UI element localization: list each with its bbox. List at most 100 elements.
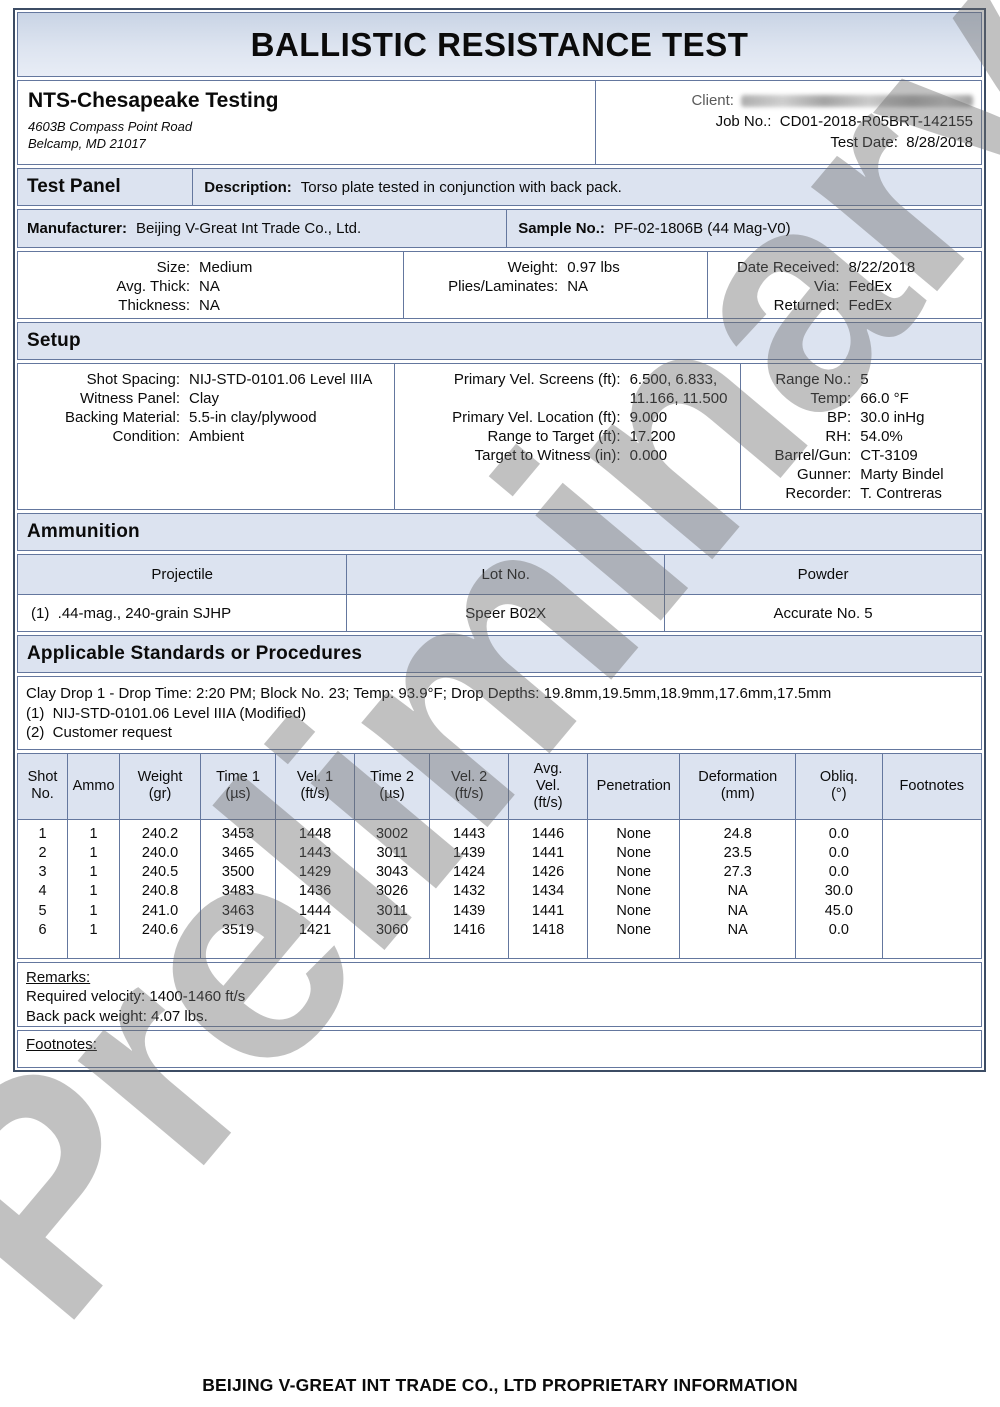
shots-cell: 1416	[452, 921, 486, 938]
shots-cell: 24.8	[723, 825, 752, 842]
shots-cell: 1441	[531, 902, 565, 919]
thickness-label: Thickness:	[118, 297, 190, 314]
powder-value: Accurate No. 5	[773, 604, 873, 622]
temp-value: 66.0 °F	[860, 390, 909, 407]
vel-location-label: Primary Vel. Location (ft):	[452, 409, 621, 426]
shots-cell: 1424	[452, 864, 486, 881]
shots-cell: 1439	[452, 844, 486, 861]
client-value-redacted	[740, 95, 973, 108]
temp-label: Temp:	[810, 390, 852, 407]
shots-column: Obliq. (°) 0.0 0.0 0.0 30.0 45.0 0.0	[796, 753, 883, 958]
shots-column-header: Time 1 (µs)	[200, 753, 276, 820]
shots-cell: 1441	[531, 844, 565, 861]
client-label: Client:	[691, 92, 734, 109]
shots-column-values	[883, 820, 981, 942]
ammunition-data-row: (1) .44-mag., 240-grain SJHP Speer B02X …	[18, 595, 981, 631]
range-no-label: Range No.:	[775, 371, 852, 388]
witness-panel-label: Witness Panel:	[79, 390, 180, 407]
gunner-value: Marty Bindel	[860, 466, 944, 483]
rh-value: 54.0%	[860, 428, 903, 445]
setup-col2: Primary Vel. Screens (ft): 6.500, 6.833, …	[393, 364, 741, 509]
lab-address-line1: 4603B Compass Point Road	[28, 119, 193, 134]
shots-cell: 3060	[375, 921, 409, 938]
shots-cell: None	[616, 825, 652, 842]
shots-cell: 240.0	[141, 844, 179, 861]
barrel-gun-label: Barrel/Gun:	[774, 447, 852, 464]
test-date-value: 8/28/2018	[906, 134, 973, 151]
manufacturer-value: Beijing V-Great Int Trade Co., Ltd.	[136, 220, 362, 237]
manufacturer-cell: Manufacturer: Beijing V-Great Int Trade …	[18, 210, 508, 247]
shots-cell: 0.0	[828, 825, 849, 842]
recorder-value: T. Contreras	[860, 485, 942, 502]
shots-cell: 1418	[531, 921, 565, 938]
footnotes-block: Footnotes:	[17, 1029, 982, 1068]
weight-label: Weight:	[507, 259, 559, 276]
shots-cell: 1434	[531, 883, 565, 900]
shots-column-header: Vel. 2 (ft/s)	[430, 753, 509, 820]
panel-info-row: Size: Medium Avg. Thick: NA Thickness: NA W…	[17, 251, 982, 319]
footer-proprietary-notice: BEIJING V-GREAT INT TRADE CO., LTD PROPR…	[202, 1375, 798, 1395]
shots-cell	[883, 883, 981, 902]
shots-column-header: Vel. 1 (ft/s)	[276, 753, 355, 820]
remarks-line: Required velocity: 1400-1460 ft/s	[26, 988, 246, 1005]
plies-value: NA	[567, 278, 589, 295]
ammunition-header-row: Projectile Lot No. Powder	[18, 555, 981, 595]
backing-material-label: Backing Material:	[64, 409, 180, 426]
condition-label: Condition:	[112, 428, 180, 445]
setup-content: Shot Spacing: NIJ-STD-0101.06 Level IIIA …	[17, 363, 982, 510]
shots-cell: 5	[38, 902, 47, 919]
shots-cell: 1	[89, 825, 98, 842]
test-date-label: Test Date:	[830, 134, 898, 151]
shots-cell: 1429	[298, 864, 332, 881]
remarks-block: Remarks: Required velocity: 1400-1460 ft…	[17, 961, 982, 1027]
standards-line: (1) NIJ-STD-0101.06 Level IIIA (Modified…	[26, 704, 307, 722]
vel-screens-value: 6.500, 6.833, 11.166, 11.500	[629, 371, 728, 407]
sample-no-value: PF-02-1806B (44 Mag-V0)	[613, 220, 791, 237]
bp-label: BP:	[827, 409, 852, 426]
bp-value: 30.0 inHg	[860, 409, 925, 426]
shots-cell: 1446	[531, 825, 565, 842]
powder-header: Powder	[797, 566, 849, 583]
shots-column-header: Shot No.	[18, 753, 68, 820]
projectile-header: Projectile	[18, 555, 348, 594]
shots-column-values: 240.2 240.0 240.5 240.8 241.0 240.6	[120, 820, 200, 942]
shots-column-header: Ammo	[68, 753, 120, 820]
thickness-value: NA	[199, 297, 220, 314]
shots-cell: NA	[727, 902, 748, 919]
shots-cell: 240.5	[141, 864, 179, 881]
header-block: NTS-Chesapeake Testing 4603B Compass Poi…	[17, 80, 982, 165]
shots-cell: 3043	[375, 864, 409, 881]
projectile-value: (1) .44-mag., 240-grain SJHP	[18, 595, 348, 631]
shots-cell: 23.5	[723, 844, 752, 861]
range-to-target-label: Range to Target (ft):	[487, 428, 621, 445]
shots-cell: 3002	[375, 825, 409, 842]
remarks-line: Back pack weight: 4.07 lbs.	[26, 1007, 208, 1025]
shots-column-header: Weight (gr)	[120, 753, 200, 820]
standards-text-block: Clay Drop 1 - Drop Time: 2:20 PM; Block …	[17, 676, 982, 750]
shots-column-values: 1 2 3 4 5 6	[18, 820, 67, 942]
setup-bar: Setup	[17, 322, 982, 360]
description-value: Torso plate tested in conjunction with b…	[300, 178, 622, 196]
shots-column: Weight (gr) 240.2 240.0 240.5 240.8 241.0 240.…	[120, 753, 201, 958]
shots-column-header: Penetration	[588, 753, 680, 820]
shots-cell: None	[616, 883, 652, 900]
shots-cell: 3463	[221, 902, 255, 919]
shots-cell: 241.0	[141, 902, 179, 919]
job-no-line: Job No.: CD01-2018-R05BRT-142155	[604, 111, 973, 132]
shots-cell: 0.0	[828, 844, 849, 861]
shots-column-header: Avg. Vel. (ft/s)	[509, 753, 588, 820]
shots-cell: 240.2	[141, 825, 179, 842]
setup-title: Setup	[27, 330, 81, 351]
shots-cell: 45.0	[824, 902, 853, 919]
shots-column-values: None None None None None None	[588, 820, 679, 942]
shots-cell: 1439	[452, 902, 486, 919]
shots-column-values: 1443 1439 1424 1432 1439 1416	[430, 820, 508, 942]
condition-value: Ambient	[189, 428, 245, 445]
shots-cell	[883, 845, 981, 864]
gunner-label: Gunner:	[797, 466, 852, 483]
shots-cell: 1	[89, 844, 98, 861]
manufacturer-label: Manufacturer:	[27, 220, 128, 237]
test-panel-title: Test Panel	[18, 169, 194, 205]
witness-panel-value: Clay	[189, 390, 220, 407]
date-received-label: Date Received:	[736, 259, 840, 276]
